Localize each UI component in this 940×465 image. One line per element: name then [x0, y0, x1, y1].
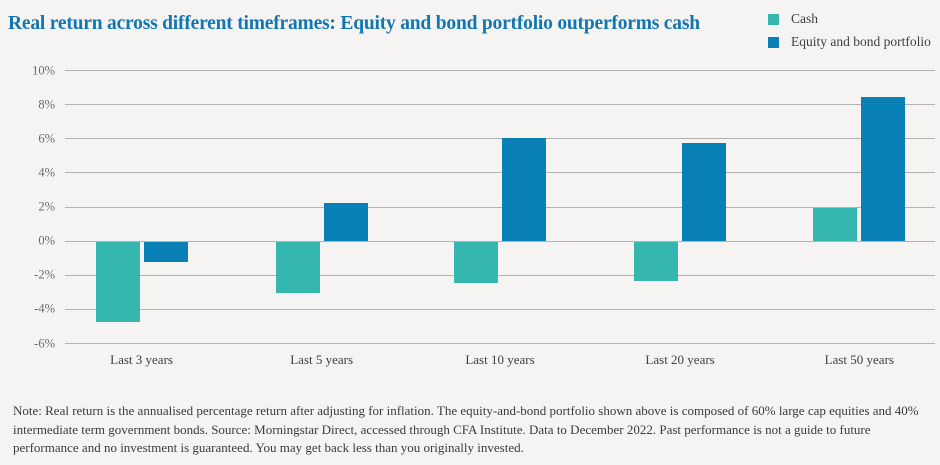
legend-item-cash: Cash — [768, 11, 931, 26]
gridline — [65, 70, 935, 71]
chart-title: Real return across different timeframes:… — [8, 13, 700, 34]
bar-cash — [95, 241, 140, 322]
x-axis-label: Last 20 years — [645, 352, 715, 367]
y-axis-tick-label: -6% — [34, 336, 55, 350]
bar-cash — [454, 241, 498, 283]
footnote: Note: Real return is the annualised perc… — [13, 403, 919, 455]
y-axis-tick-label: -4% — [34, 301, 55, 316]
y-axis-tick-label: -2% — [34, 267, 55, 282]
legend-label: Cash — [791, 11, 818, 26]
plot-area: 10% 8% 6% 4% 2% 0% -2% -4% -6% Last 3 years Last 5… — [32, 63, 935, 367]
y-axis-tick-label: 8% — [38, 97, 55, 112]
bar-portfolio — [861, 97, 906, 241]
legend-label: Equity and bond portfolio — [791, 34, 931, 49]
gridline — [65, 104, 935, 106]
x-axis-label: Last 5 years — [290, 352, 354, 367]
cash-swatch-icon — [768, 13, 779, 25]
x-axis-label: Last 10 years — [465, 352, 535, 367]
gridline — [65, 172, 935, 174]
y-axis-tick-label: 6% — [38, 131, 55, 146]
y-axis-tick-label: 4% — [38, 165, 55, 180]
gridline — [65, 206, 935, 208]
bar-portfolio — [502, 138, 546, 241]
bar-portfolio — [143, 241, 188, 263]
gridline — [65, 274, 935, 276]
bar-portfolio — [323, 203, 368, 241]
gridline — [65, 138, 935, 140]
x-axis-label: Last 3 years — [110, 352, 173, 367]
bar-cash — [275, 241, 320, 293]
x-axis-label: Last 50 years — [824, 352, 894, 367]
gridline — [65, 308, 935, 310]
bar-cash — [813, 208, 858, 241]
y-axis-tick-label: 0% — [38, 233, 55, 248]
bar-cash — [634, 241, 679, 281]
gridline — [65, 240, 935, 242]
y-axis-tick-label: 2% — [38, 199, 55, 214]
portfolio-swatch-icon — [768, 36, 779, 48]
legend: Cash Equity and bond portfolio — [768, 11, 931, 58]
gridline — [65, 343, 935, 344]
y-axis-tick-label: 10% — [32, 63, 55, 77]
bar-portfolio — [682, 143, 727, 241]
legend-item-portfolio: Equity and bond portfolio — [768, 34, 931, 49]
